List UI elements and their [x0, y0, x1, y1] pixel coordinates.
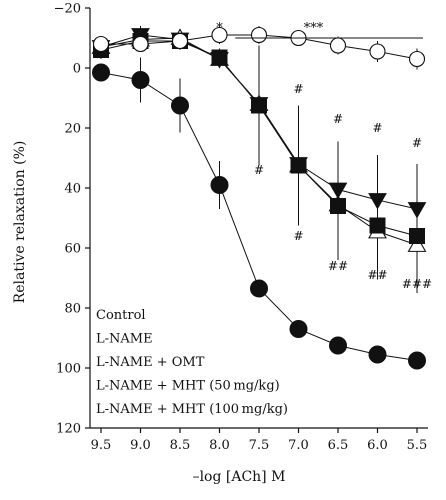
- hash-mark: ##: [328, 259, 348, 273]
- data-point: [132, 35, 149, 53]
- y-tick-label: 0: [73, 62, 81, 77]
- data-point: [171, 96, 189, 115]
- annotation-layer: * ***#############: [216, 21, 432, 291]
- hash-mark: #: [293, 229, 303, 243]
- hash-mark: ##: [367, 268, 387, 282]
- hash-mark: #: [293, 82, 303, 96]
- y-tick-label: 120: [56, 422, 81, 437]
- data-point: [92, 63, 110, 82]
- y-tick-label: 100: [56, 362, 81, 377]
- hash-mark: #: [254, 163, 264, 177]
- x-tick-label: 9.5: [91, 438, 112, 453]
- legend-entry: L-NAME + MHT (100 mg/kg): [96, 402, 288, 417]
- series-errorbars: [100, 32, 418, 278]
- x-tick-label: 7.5: [249, 438, 270, 453]
- legend-entry: L-NAME: [96, 332, 153, 347]
- data-point: [408, 50, 426, 68]
- legend: Control L-NAME L-NAME + OMT L-NAME + MHT (5…: [96, 308, 288, 417]
- hash-mark: #: [372, 121, 382, 135]
- x-tick-label: 5.5: [407, 438, 428, 453]
- x-tick-label: 8.5: [170, 438, 191, 453]
- data-point: [368, 193, 387, 210]
- data-point: [408, 351, 426, 370]
- series-markers: [92, 63, 426, 370]
- series-markers: [92, 26, 426, 68]
- x-tick-label: 6.5: [328, 438, 349, 453]
- data-point: [92, 35, 110, 53]
- data-point: [290, 157, 307, 174]
- y-tick-label: −20: [54, 2, 81, 17]
- series-errorbars: [140, 57, 260, 298]
- y-tick-label: 20: [64, 122, 81, 137]
- data-point: [250, 279, 268, 298]
- significance-star: *: [216, 21, 223, 36]
- data-point: [251, 97, 267, 114]
- y-tick-label: 40: [64, 182, 81, 197]
- data-point: [289, 320, 308, 338]
- x-tick-label: 8.0: [209, 438, 230, 453]
- legend-entry: L-NAME + OMT: [96, 355, 205, 370]
- data-point: [407, 202, 427, 219]
- hash-mark: #: [412, 136, 422, 150]
- x-tick-label: 7.0: [288, 438, 309, 453]
- data-point: [368, 345, 387, 364]
- data-point: [329, 336, 347, 355]
- data-point: [211, 49, 228, 66]
- data-point: [250, 26, 268, 44]
- x-tick-label: 9.0: [130, 438, 151, 453]
- y-tick-label: 80: [64, 302, 81, 317]
- hash-mark: ###: [402, 277, 432, 291]
- legend-entry: Control: [96, 308, 146, 323]
- x-axis-title: –log [ACh] M: [193, 469, 286, 485]
- data-point: [330, 198, 346, 214]
- axes: −20 0 20 40 60 80 100 120 9.5 9.0 8.5 8.0 7.5 7.0 6.5 6…: [54, 2, 428, 453]
- data-point: [171, 32, 189, 50]
- data-point: [210, 176, 229, 194]
- y-tick-label: 60: [64, 242, 81, 257]
- data-point: [211, 26, 228, 44]
- significance-stars: ***: [304, 21, 324, 36]
- data-point: [369, 43, 386, 60]
- legend-entry: L-NAME + MHT (50 mg/kg): [96, 379, 280, 394]
- data-point: [369, 217, 386, 234]
- data-point: [409, 228, 425, 244]
- x-tick-label: 6.0: [367, 438, 388, 453]
- hash-mark: #: [333, 112, 343, 126]
- series-layer: [91, 26, 427, 370]
- y-axis-title: Relative relaxation (%): [12, 141, 28, 304]
- data-point: [328, 182, 348, 200]
- data-point: [131, 71, 150, 89]
- data-point: [329, 37, 347, 54]
